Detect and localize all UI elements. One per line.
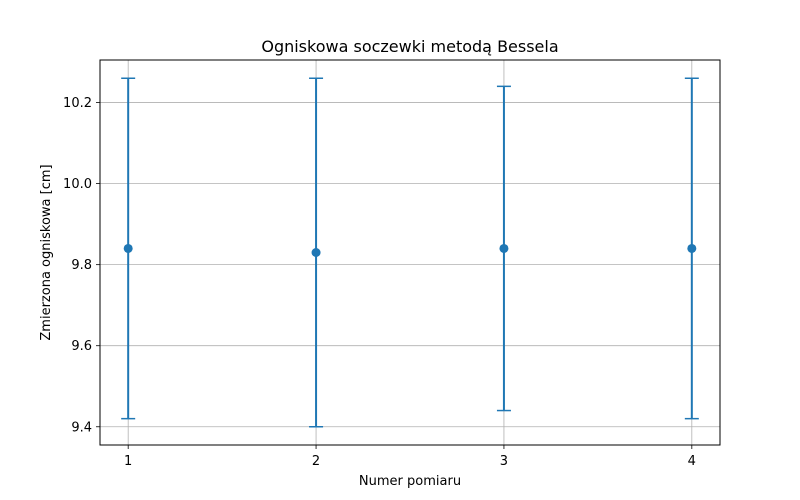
y-tick-label: 10.0 — [63, 177, 92, 192]
y-tick-label: 9.4 — [71, 420, 92, 435]
x-axis-label: Numer pomiaru — [359, 474, 461, 489]
data-point — [687, 243, 697, 253]
plot-frame — [99, 59, 721, 446]
grid-lines — [100, 60, 720, 445]
data-point — [123, 243, 133, 253]
y-tick-label: 10.2 — [63, 96, 92, 111]
y-axis-label: Zmierzona ogniskowa [cm] — [39, 164, 54, 340]
data-point — [311, 248, 321, 257]
axis-ticks: 1 2 3 4 9.4 9.6 9.8 10.0 10.2 — [63, 96, 696, 469]
x-tick-label: 3 — [500, 454, 508, 469]
x-tick-label: 1 — [124, 454, 132, 469]
x-tick-label: 2 — [312, 454, 320, 469]
y-tick-label: 9.8 — [71, 258, 92, 273]
data-point — [499, 243, 509, 253]
data-series — [121, 77, 699, 428]
chart-title: Ogniskowa soczewki metodą Bessela — [261, 37, 558, 56]
x-tick-label: 4 — [688, 454, 696, 469]
y-tick-label: 9.6 — [71, 339, 92, 354]
